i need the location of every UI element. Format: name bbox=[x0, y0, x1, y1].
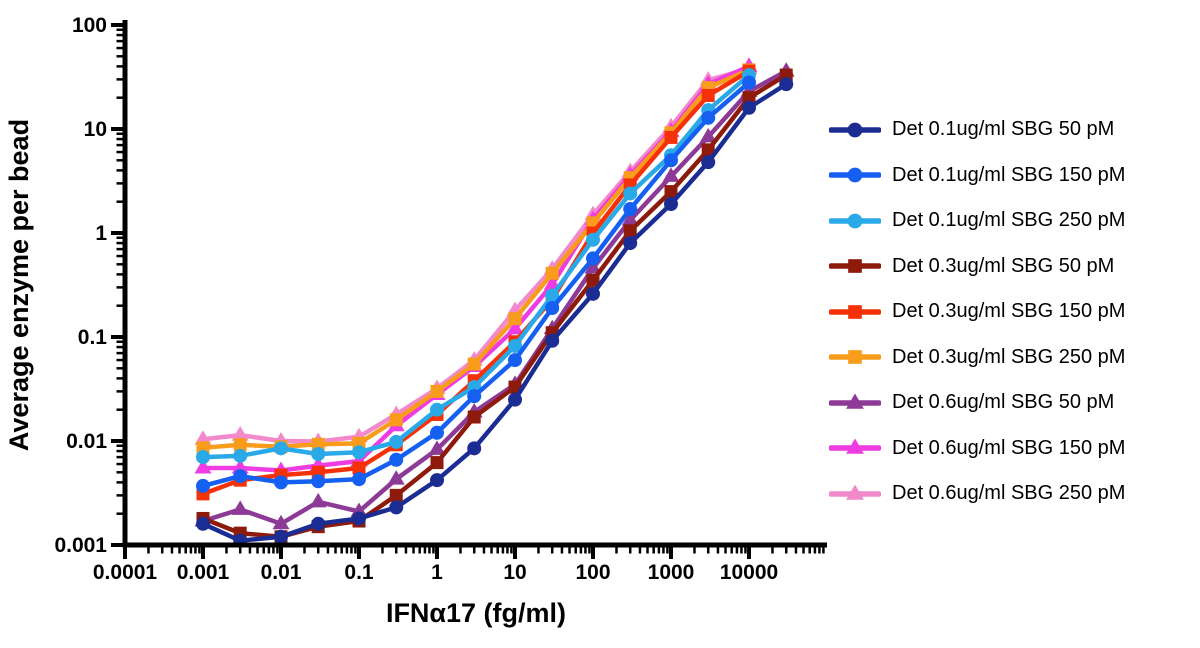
y-axis-title: Average enzyme per bead bbox=[4, 119, 34, 451]
legend-item: Det 0.3ug/ml SBG 50 pM bbox=[828, 244, 1125, 290]
x-axis-title: IFNα17 (fg/ml) bbox=[386, 598, 566, 628]
legend-item-label: Det 0.1ug/ml SBG 250 pM bbox=[892, 209, 1126, 232]
legend-item: Det 0.3ug/ml SBG 150 pM bbox=[828, 289, 1126, 335]
svg-text:0.1: 0.1 bbox=[344, 561, 374, 584]
legend-item-label: Det 0.3ug/ml SBG 150 pM bbox=[892, 300, 1126, 323]
svg-text:10000: 10000 bbox=[720, 561, 778, 584]
legend-marker-icon bbox=[828, 164, 882, 186]
legend-item-label: Det 0.6ug/ml SBG 250 pM bbox=[892, 482, 1126, 505]
svg-text:0.001: 0.001 bbox=[177, 561, 230, 584]
svg-text:1000: 1000 bbox=[648, 561, 695, 584]
legend-item: Det 0.1ug/ml SBG 50 pM bbox=[828, 107, 1125, 153]
svg-text:0.01: 0.01 bbox=[261, 561, 302, 584]
svg-text:0.0001: 0.0001 bbox=[93, 561, 158, 584]
legend-item: Det 0.3ug/ml SBG 250 pM bbox=[828, 335, 1126, 381]
svg-text:1: 1 bbox=[431, 561, 443, 584]
legend-item-label: Det 0.6ug/ml SBG 150 pM bbox=[892, 436, 1126, 459]
legend-marker-icon bbox=[828, 437, 882, 459]
svg-text:0.001: 0.001 bbox=[54, 534, 107, 557]
legend-item: Det 0.6ug/ml SBG 150 pM bbox=[828, 426, 1126, 472]
svg-text:100: 100 bbox=[72, 14, 107, 37]
legend: Det 0.1ug/ml SBG 50 pM Det 0.1ug/ml SBG … bbox=[828, 107, 1126, 517]
legend-item: Det 0.1ug/ml SBG 150 pM bbox=[828, 153, 1126, 199]
legend-item: Det 0.1ug/ml SBG 250 pM bbox=[828, 198, 1126, 244]
svg-text:1: 1 bbox=[95, 222, 107, 245]
svg-text:10: 10 bbox=[84, 118, 107, 141]
legend-marker-icon bbox=[828, 119, 882, 141]
legend-item: Det 0.6ug/ml SBG 250 pM bbox=[828, 471, 1126, 517]
legend-marker-icon bbox=[828, 346, 882, 368]
legend-marker-icon bbox=[828, 210, 882, 232]
legend-item-label: Det 0.1ug/ml SBG 150 pM bbox=[892, 163, 1126, 186]
svg-text:100: 100 bbox=[575, 561, 610, 584]
svg-text:0.1: 0.1 bbox=[78, 326, 108, 349]
legend-marker-icon bbox=[828, 255, 882, 277]
legend-marker-icon bbox=[828, 392, 882, 414]
legend-marker-icon bbox=[828, 301, 882, 323]
legend-item-label: Det 0.3ug/ml SBG 50 pM bbox=[892, 254, 1115, 277]
svg-text:10: 10 bbox=[503, 561, 526, 584]
legend-item: Det 0.6ug/ml SBG 50 pM bbox=[828, 380, 1125, 426]
svg-text:0.01: 0.01 bbox=[66, 430, 107, 453]
legend-item-label: Det 0.6ug/ml SBG 50 pM bbox=[892, 391, 1115, 414]
data-series bbox=[194, 57, 795, 548]
legend-item-label: Det 0.1ug/ml SBG 50 pM bbox=[892, 118, 1115, 141]
axis-tick-labels: 0.0001 0.001 0.01 0.1 1 10 100 1000 10000 0.001 0.… bbox=[54, 14, 778, 584]
legend-item-label: Det 0.3ug/ml SBG 250 pM bbox=[892, 345, 1126, 368]
legend-marker-icon bbox=[828, 483, 882, 505]
